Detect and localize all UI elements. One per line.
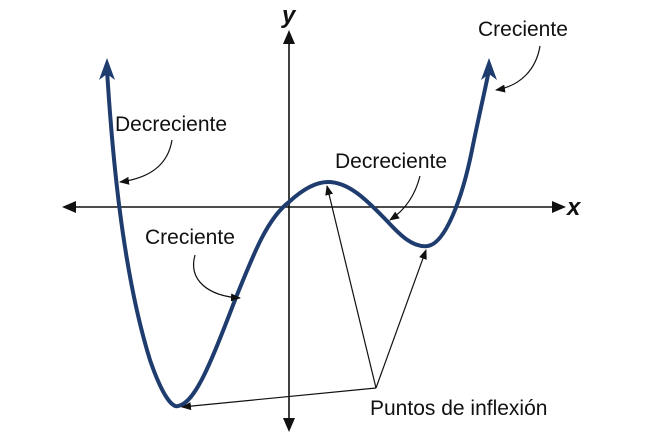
- curve-left-arrowhead: [99, 58, 115, 80]
- y-axis-top-arrow: [283, 30, 295, 44]
- label-creciente-right: Creciente: [478, 18, 568, 41]
- pointer-creciente-right: [495, 45, 541, 93]
- pointer-turning-point-min-right: [375, 249, 427, 389]
- pointer-turning-point-max: [325, 185, 377, 389]
- y-axis: [283, 30, 295, 432]
- y-axis-label: y: [281, 2, 297, 29]
- label-decreciente-left: Decreciente: [115, 113, 227, 136]
- label-puntos-inflexion: Puntos de inflexión: [370, 397, 547, 420]
- polynomial-curve: [105, 68, 491, 409]
- pointer-turning-point-min-left: [181, 387, 377, 411]
- x-axis: [62, 201, 566, 213]
- label-creciente-left: Creciente: [145, 226, 235, 249]
- curve-right-arrowhead: [481, 58, 497, 80]
- x-axis-label: x: [565, 194, 582, 221]
- x-axis-right-arrow: [552, 201, 566, 213]
- pointer-creciente-left: [193, 254, 241, 302]
- y-axis-bottom-arrow: [283, 418, 295, 432]
- pointer-decreciente-middle: [389, 175, 421, 221]
- label-decreciente-middle: Decreciente: [335, 150, 447, 173]
- pointer-decreciente-left: [119, 139, 173, 185]
- x-axis-left-arrow: [62, 201, 76, 213]
